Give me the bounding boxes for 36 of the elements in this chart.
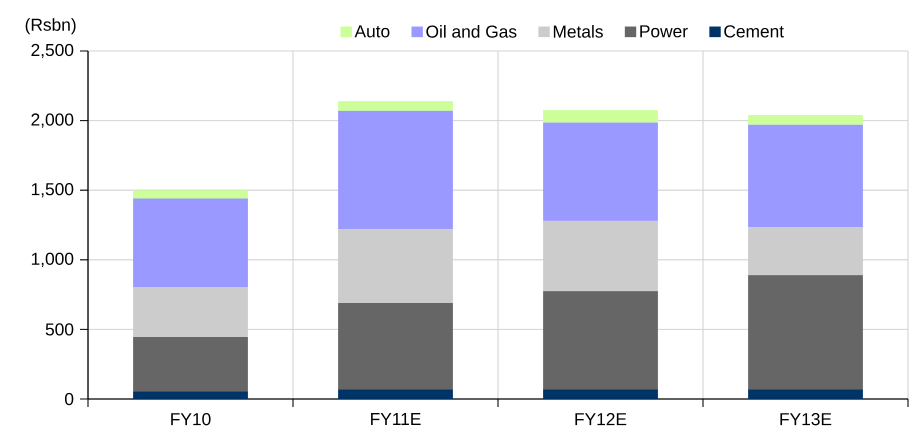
x-tick-label: FY10 [171,413,211,426]
bar [543,220,658,292]
y-tick-label: 1,500 [32,183,74,198]
bar [543,110,658,123]
y-tick-label: 2,500 [31,44,74,58]
bar [133,391,248,399]
legend-label: Power [640,25,688,38]
y-tick-label: 500 [46,323,74,336]
bar [748,124,863,228]
legend-label: Cement [724,25,784,38]
y-tick-label: 0 [64,392,74,406]
bar [338,389,453,399]
legend-label: Oil and Gas [426,25,516,38]
x-tick-label: FY12E [575,413,626,426]
bar [133,286,248,338]
bar [338,229,453,303]
bar [338,101,453,111]
bar [748,389,863,399]
bar [543,291,658,390]
legend-label: Metals [554,25,603,38]
bar [543,389,658,399]
legend-label: Auto [354,25,390,38]
x-tick-label: FY11E [371,413,421,425]
bar [133,198,248,287]
bar [338,302,453,390]
bar [748,275,863,390]
y-axis-title: (Rsbn) [26,18,76,34]
bar [748,115,863,125]
bar [133,337,248,392]
bar [748,227,863,276]
y-tick-label: 2,000 [31,113,74,128]
bar [338,110,453,230]
bar [133,190,248,199]
x-tick-label: FY13E [780,413,832,426]
bar [543,122,658,221]
y-tick-label: 1,000 [32,252,74,267]
